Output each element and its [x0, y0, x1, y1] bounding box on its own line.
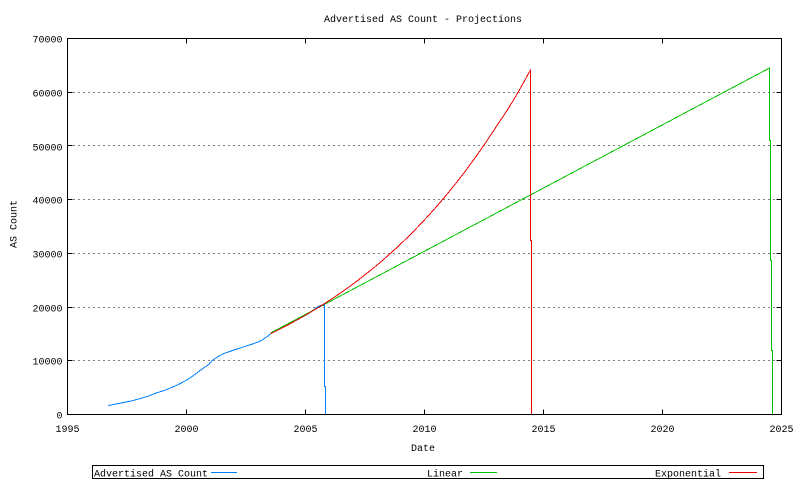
svg-text:70000: 70000	[32, 36, 62, 47]
svg-text:2005: 2005	[293, 425, 317, 436]
svg-text:Date: Date	[411, 444, 435, 455]
svg-text:50000: 50000	[32, 144, 62, 155]
svg-text:2000: 2000	[174, 425, 198, 436]
svg-text:Advertised AS Count: Advertised AS Count	[94, 469, 208, 481]
svg-text:2015: 2015	[531, 425, 555, 436]
svg-text:40000: 40000	[32, 197, 62, 208]
svg-text:60000: 60000	[32, 90, 62, 101]
svg-text:AS Count: AS Count	[10, 200, 21, 248]
svg-text:2020: 2020	[650, 425, 674, 436]
svg-text:2010: 2010	[412, 425, 436, 436]
svg-text:1995: 1995	[55, 425, 79, 436]
svg-text:2025: 2025	[769, 425, 793, 436]
svg-text:0: 0	[56, 412, 62, 423]
svg-text:Exponential: Exponential	[655, 469, 721, 481]
svg-text:30000: 30000	[32, 251, 62, 262]
svg-text:Advertised AS Count - Projecti: Advertised AS Count - Projections	[324, 14, 522, 26]
svg-text:Linear: Linear	[427, 469, 463, 481]
svg-text:10000: 10000	[32, 358, 62, 369]
svg-text:20000: 20000	[32, 305, 62, 316]
